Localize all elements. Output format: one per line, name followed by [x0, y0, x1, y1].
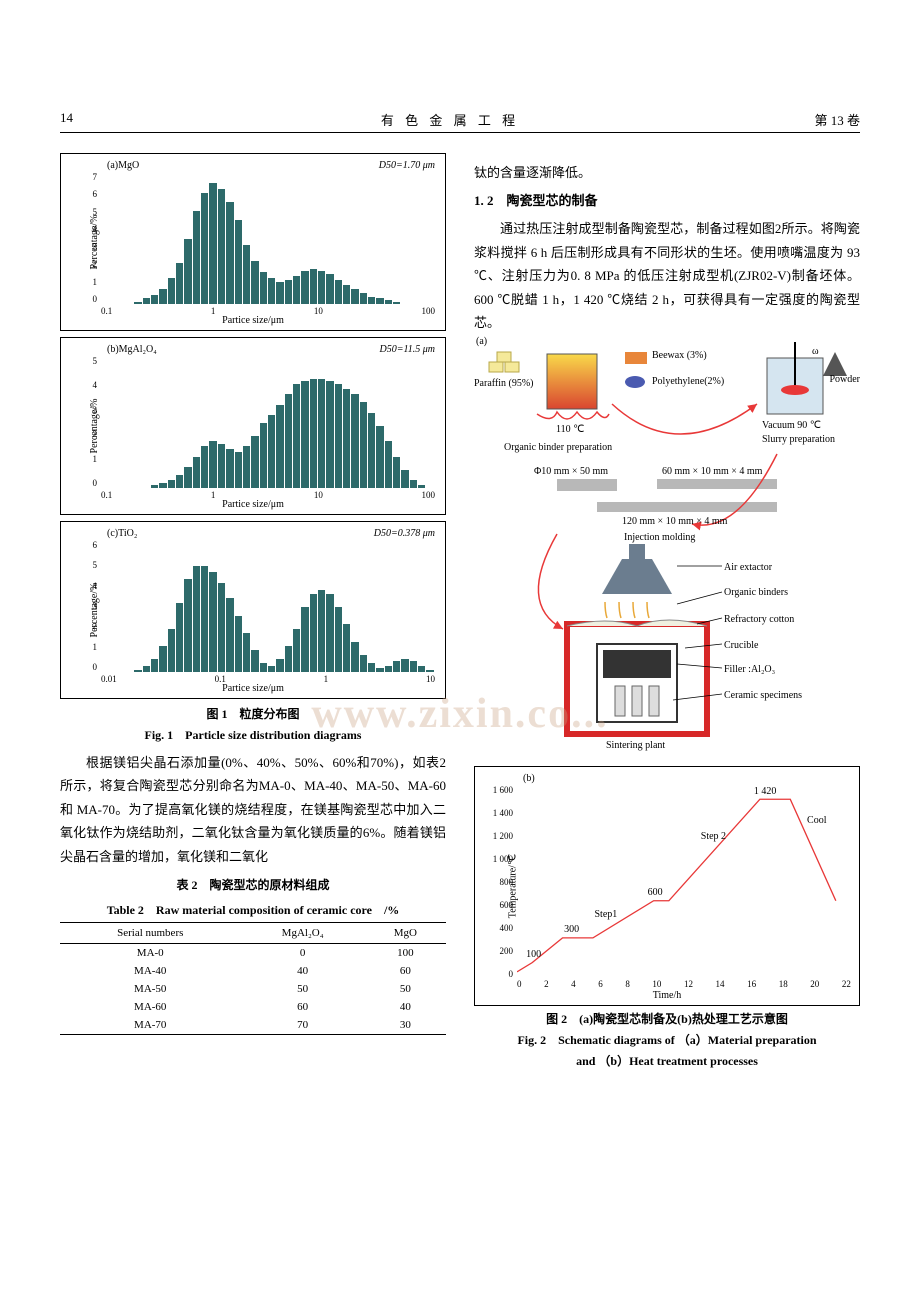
paragraph-2: 通过热压注射成型制备陶瓷型芯，制备过程如图2所示。将陶瓷浆料搅拌 6 h 后压制…	[474, 217, 860, 334]
chart-c-bars	[101, 542, 435, 672]
bar-sample-2-icon	[597, 502, 777, 512]
filler-icon	[603, 650, 671, 678]
chart-b-label: (b)MgAl₂O₄	[107, 344, 157, 355]
journal-title: 有 色 金 属 工 程	[120, 110, 780, 129]
table-header: MgAl₂O₄	[241, 922, 365, 943]
label-slurry-prep: Slurry preparation	[762, 434, 835, 445]
ceramic-specimen-icon	[615, 686, 625, 716]
paragraph-1: 根据镁铝尖晶石添加量(0%、40%、50%、60%和70%)，如表2所示，将复合…	[60, 751, 446, 868]
label-vacuum: Vacuum 90 ℃	[762, 420, 821, 431]
chart-annotation: 100	[526, 949, 541, 960]
fig2-caption-cn: 图 2 (a)陶瓷型芯制备及(b)热处理工艺示意图	[474, 1010, 860, 1027]
chart-annotation: Step 2	[701, 831, 726, 842]
label-polyethylene: Polyethylene(2%)	[652, 376, 724, 387]
beewax-icon	[625, 352, 647, 364]
chart-c-yticks: 0123456	[85, 540, 97, 672]
volume-label: 第 13 卷	[780, 110, 860, 129]
chart-b-xlabel: Partice size/μm	[222, 499, 284, 510]
chart-b-d50: D50=11.5 μm	[380, 344, 435, 355]
chart-annotation: 300	[564, 924, 579, 935]
arrow-3-icon	[538, 534, 563, 629]
chart-d-xticks: 0246810121416182022	[517, 979, 851, 989]
air-extractor-icon	[602, 559, 672, 594]
label-dim3: 120 mm × 10 mm × 4 mm	[622, 516, 727, 527]
label-crucible: Crucible	[724, 640, 758, 651]
beaker-icon	[547, 354, 597, 409]
chart-a-label: (a)MgO	[107, 160, 139, 171]
chart-d-svg	[517, 777, 851, 975]
chart-a-mgo: (a)MgO D50=1.70 μm Percentage/% 01234567…	[60, 153, 446, 331]
paraffin-block-icon	[489, 362, 503, 372]
fig2-caption-en2: and （b）Heat treatment processes	[474, 1052, 860, 1069]
label-filler: Filler :Al₂O₃	[724, 664, 775, 675]
arrow-1-icon	[612, 404, 757, 434]
label-beewax: Beewax (3%)	[652, 350, 707, 361]
chart-d-yticks: 02004006008001 0001 2001 4001 600	[481, 785, 513, 979]
label-injection: Injection molding	[624, 532, 695, 543]
table-2: Serial numbersMgAl₂O₄MgO MA-00100MA-4040…	[60, 922, 446, 1035]
cylinder-sample-icon	[557, 479, 617, 491]
table-header: MgO	[365, 922, 446, 943]
chart-d-xlabel: Time/h	[653, 990, 682, 1001]
chart-d-heat-treatment: (b) Temperature/℃ 02004006008001 0001 20…	[474, 766, 860, 1006]
chart-c-label: (c)TiO₂	[107, 528, 137, 539]
page-number: 14	[60, 110, 120, 129]
polyethylene-icon	[625, 376, 645, 388]
label-omega: ω	[812, 346, 819, 357]
label-paraffin: Paraffin (95%)	[474, 378, 534, 389]
diagram-a-preparation: (a)	[474, 334, 860, 754]
vapor-lines-icon	[605, 602, 649, 618]
label-binder-prep: Organic binder preparation	[504, 442, 612, 453]
chart-a-d50: D50=1.70 μm	[379, 160, 435, 171]
label-cotton: Refractory cotton	[724, 614, 794, 625]
fig2-caption-en1: Fig. 2 Schematic diagrams of （a）Material…	[474, 1031, 860, 1048]
table-row: MA-505050	[60, 980, 446, 998]
label-dim1: Φ10 mm × 50 mm	[534, 466, 608, 477]
table2-caption-cn: 表 2 陶瓷型芯的原材料组成	[60, 876, 446, 893]
section-1-2-title: 1. 2 陶瓷型芯的制备	[474, 190, 860, 209]
label-powder: Powder	[829, 374, 860, 385]
chart-c-tio2: (c)TiO₂ D50=0.378 μm Percentage/% 012345…	[60, 521, 446, 699]
col2-top-line: 钛的含量逐渐降低。	[474, 161, 860, 184]
chart-b-bars	[101, 358, 435, 488]
chart-b-mgal2o4: (b)MgAl₂O₄ D50=11.5 μm Percentage/% 0123…	[60, 337, 446, 515]
table-row: MA-404060	[60, 962, 446, 980]
panel-a-label: (a)	[476, 336, 487, 347]
table2-caption-en: Table 2 Raw material composition of cera…	[60, 901, 446, 918]
table-header: Serial numbers	[60, 922, 241, 943]
chart-c-xlabel: Partice size/μm	[222, 683, 284, 694]
table-row: MA-00100	[60, 943, 446, 962]
page-header: 14 有 色 金 属 工 程 第 13 卷	[60, 110, 860, 133]
chart-a-xlabel: Partice size/μm	[222, 315, 284, 326]
chart-b-yticks: 012345	[85, 356, 97, 488]
table-row: MA-606040	[60, 998, 446, 1016]
table-row: MA-707030	[60, 1016, 446, 1035]
chart-a-bars	[101, 174, 435, 304]
temperature-line	[517, 800, 836, 973]
fig1-caption-cn: 图 1 粒度分布图	[60, 705, 446, 722]
chart-annotation: Step1	[595, 909, 618, 920]
label-sintering: Sintering plant	[606, 740, 665, 751]
fig1-caption-en: Fig. 1 Particle size distribution diagra…	[60, 726, 446, 743]
label-binders2: Organic binders	[724, 587, 788, 598]
chart-annotation: 600	[648, 887, 663, 898]
label-air: Air extactor	[724, 562, 772, 573]
arrow-2-icon	[692, 454, 777, 525]
label-dim2: 60 mm × 10 mm × 4 mm	[662, 466, 762, 477]
chart-annotation: 1 420	[754, 786, 777, 797]
chart-a-yticks: 01234567	[85, 172, 97, 304]
label-temp1: 110 ℃	[556, 424, 584, 435]
heat-lines-icon	[537, 412, 609, 419]
chart-c-d50: D50=0.378 μm	[374, 528, 435, 539]
diagram-a-svg	[474, 334, 860, 754]
chart-annotation: Cool	[807, 815, 826, 826]
label-specimens: Ceramic specimens	[724, 690, 802, 701]
powder-funnel-icon	[823, 352, 847, 376]
